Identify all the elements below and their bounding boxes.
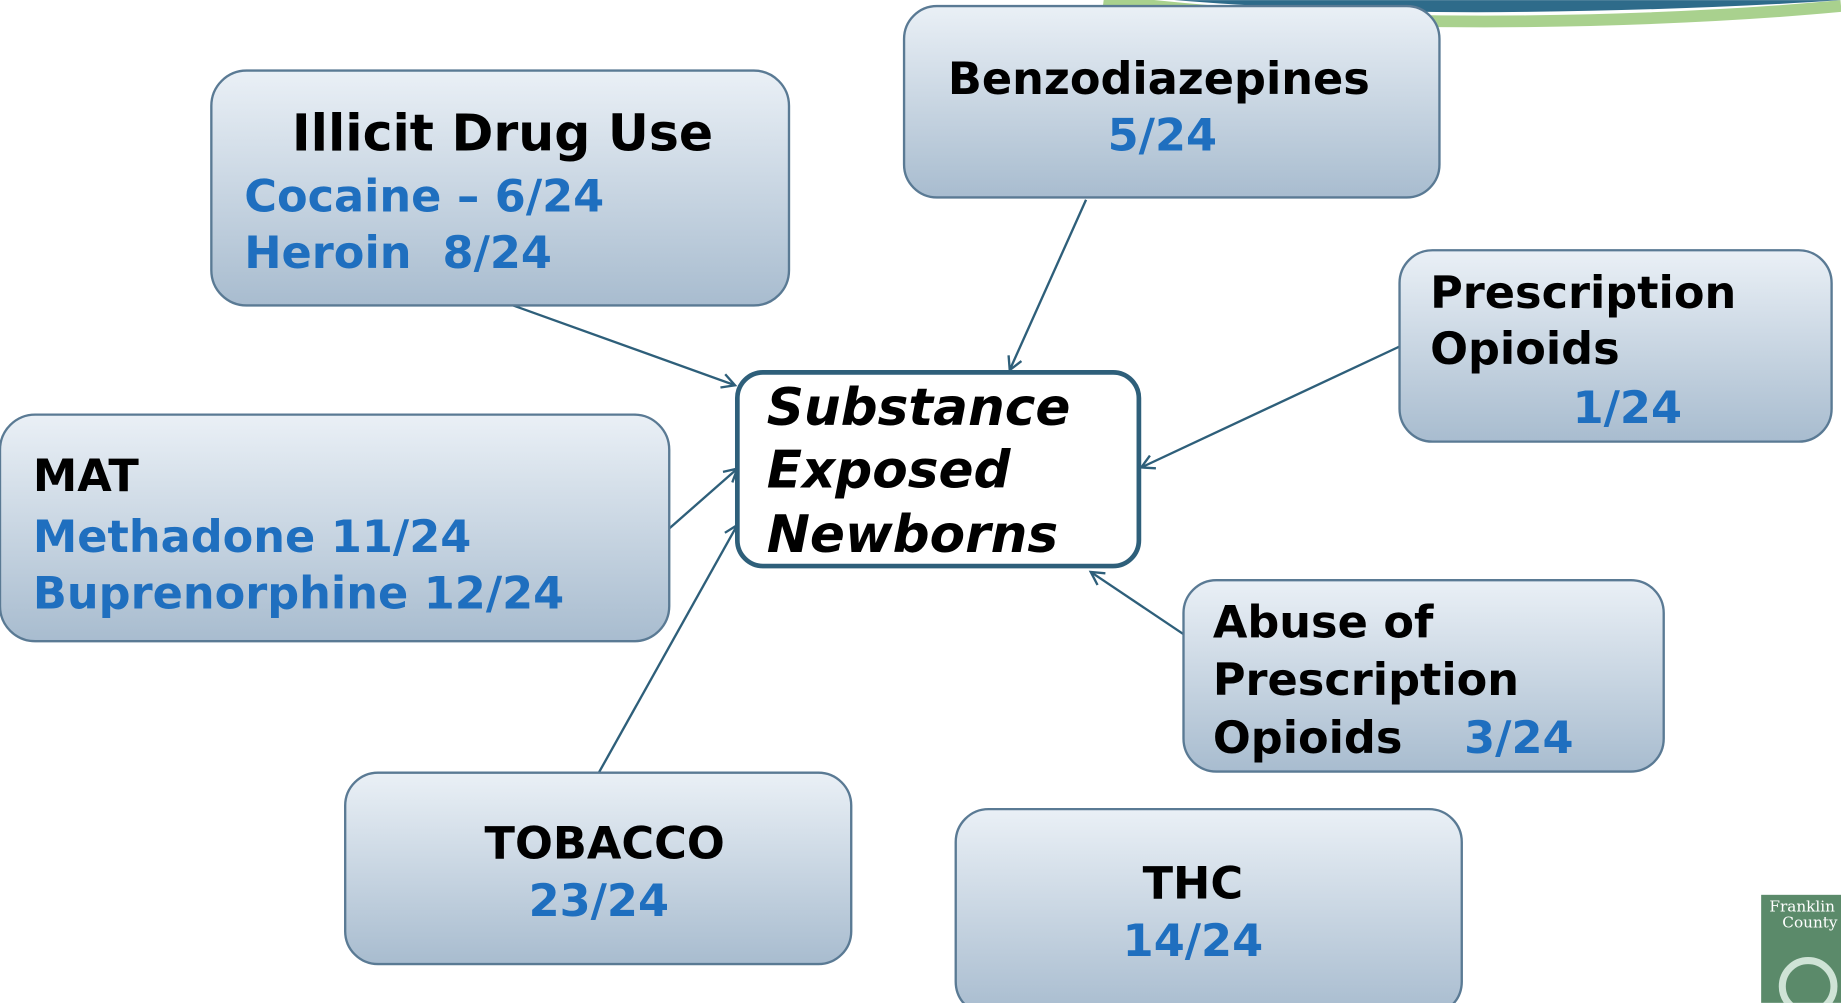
arrow bbox=[597, 525, 738, 774]
node-box bbox=[344, 771, 853, 966]
node-box bbox=[1398, 249, 1833, 443]
node-title: Prescription bbox=[1430, 267, 1736, 319]
arrow bbox=[668, 469, 737, 530]
node-box bbox=[902, 4, 1441, 199]
logo-icon bbox=[1778, 957, 1838, 1003]
center-box bbox=[734, 370, 1142, 569]
node-title: TOBACCO bbox=[485, 817, 725, 869]
node-item: 14/24 bbox=[1123, 915, 1263, 967]
logo: Franklin County bbox=[1761, 894, 1841, 1003]
logo-text: Franklin bbox=[1769, 897, 1835, 915]
node-box bbox=[210, 69, 791, 307]
node-title: Illicit Drug Use bbox=[292, 103, 713, 162]
center-text: Exposed bbox=[767, 440, 1012, 500]
node-box bbox=[1182, 578, 1665, 773]
node-title: Opioids bbox=[1213, 712, 1403, 764]
node-item: Buprenorphine 12/24 bbox=[33, 567, 564, 619]
node-title: MAT bbox=[33, 450, 139, 502]
arrow bbox=[512, 304, 735, 385]
node-box bbox=[0, 413, 671, 643]
node-box bbox=[954, 807, 1463, 1003]
arrow bbox=[1091, 572, 1185, 636]
logo-box bbox=[1761, 894, 1841, 1003]
logo-text: County bbox=[1782, 914, 1838, 932]
arrow bbox=[1141, 345, 1401, 468]
node-item: 23/24 bbox=[529, 875, 669, 927]
node-title: Opioids bbox=[1430, 323, 1620, 375]
node-item: 3/24 bbox=[1464, 712, 1573, 764]
node-item: Heroin 8/24 bbox=[244, 227, 552, 279]
connectors bbox=[512, 199, 1401, 774]
node-item: Methadone 11/24 bbox=[33, 511, 471, 563]
node-title: Benzodiazepines bbox=[948, 53, 1370, 105]
node-title: THC bbox=[1143, 857, 1244, 909]
center-text: Substance bbox=[767, 378, 1071, 438]
node-item: 5/24 bbox=[1108, 109, 1217, 161]
arrow bbox=[1010, 199, 1088, 370]
node-item: Cocaine – 6/24 bbox=[244, 170, 604, 222]
center-text: Newborns bbox=[767, 505, 1058, 565]
node-title: Prescription bbox=[1213, 654, 1519, 706]
node-title: Abuse of bbox=[1213, 597, 1434, 649]
node-item: 1/24 bbox=[1573, 382, 1682, 434]
